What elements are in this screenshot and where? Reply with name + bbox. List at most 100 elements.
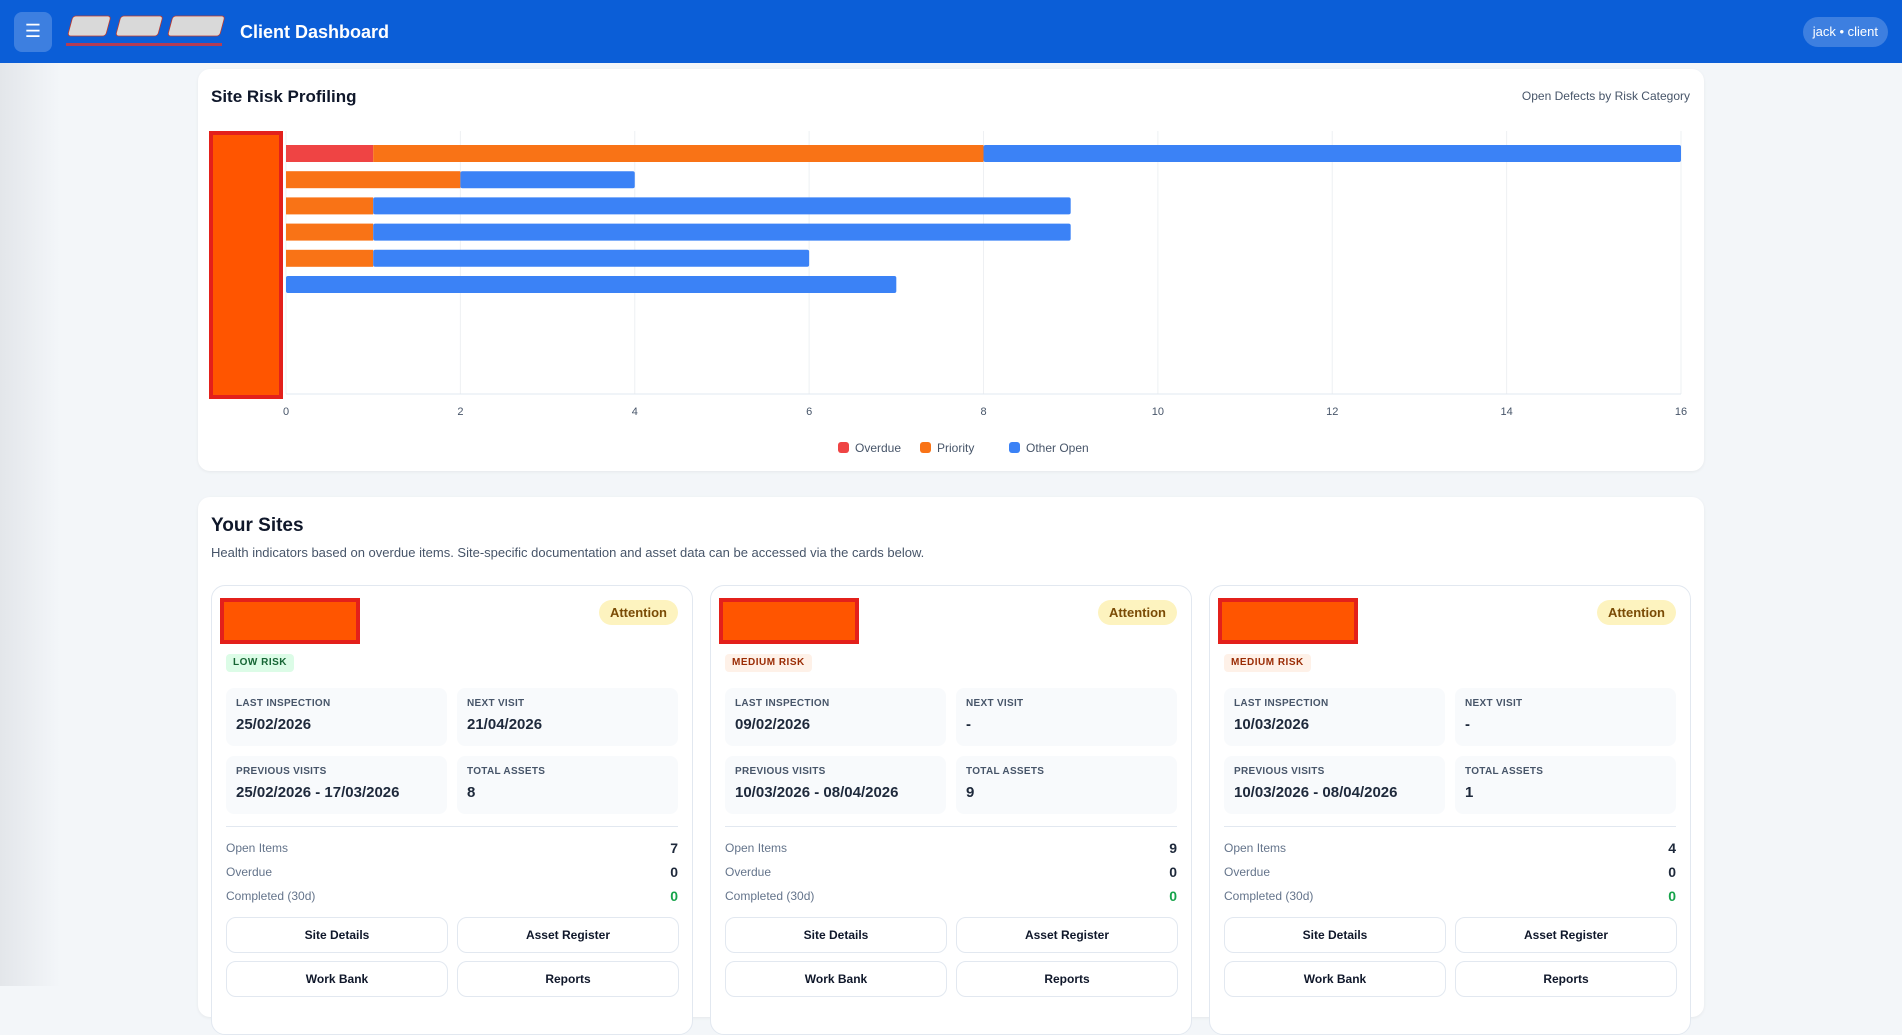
label: Open Items xyxy=(1224,841,1287,855)
x-tick-label: 16 xyxy=(1675,406,1687,418)
top-bar: ☰ Client Dashboard jack • client xyxy=(0,0,1902,63)
open-items: Open Items 4 xyxy=(1224,839,1676,857)
last-inspection: LAST INSPECTION 25/02/2026 xyxy=(226,688,447,746)
site-details-button[interactable]: Site Details xyxy=(226,917,448,953)
risk-badge: LOW RISK xyxy=(226,654,294,672)
divider xyxy=(226,826,678,827)
last-inspection: LAST INSPECTION 10/03/2026 xyxy=(1224,688,1445,746)
site-details-button[interactable]: Site Details xyxy=(1224,917,1446,953)
total-assets: TOTAL ASSETS 9 xyxy=(956,756,1177,814)
next-visit: NEXT VISIT - xyxy=(956,688,1177,746)
divider xyxy=(725,826,1177,827)
label: TOTAL ASSETS xyxy=(1465,766,1544,777)
value: 8 xyxy=(467,784,476,801)
label: Open Items xyxy=(226,841,289,855)
label: Completed (30d) xyxy=(725,889,815,903)
status-badge: Attention xyxy=(1596,600,1676,625)
work-bank-button[interactable]: Work Bank xyxy=(226,961,448,997)
value: 9 xyxy=(1169,840,1177,856)
bar-priority xyxy=(286,197,374,215)
site-card: Attention MEDIUM RISK LAST INSPECTION 09/… xyxy=(710,585,1192,1035)
chart-subtitle: Open Defects by Risk Category xyxy=(1521,89,1690,103)
site-details-button[interactable]: Site Details xyxy=(725,917,947,953)
overdue: Overdue 0 xyxy=(725,863,1177,881)
value: 0 xyxy=(1668,888,1676,904)
sidebar-shadow xyxy=(0,63,60,986)
menu-button[interactable]: ☰ xyxy=(14,11,52,52)
risk-badge: MEDIUM RISK xyxy=(1224,654,1311,672)
label: NEXT VISIT xyxy=(966,698,1024,709)
legend-label: Other Open xyxy=(1026,441,1089,455)
label: NEXT VISIT xyxy=(1465,698,1523,709)
open-items: Open Items 7 xyxy=(226,839,678,857)
label: Overdue xyxy=(226,865,273,879)
last-inspection: LAST INSPECTION 09/02/2026 xyxy=(725,688,946,746)
label: LAST INSPECTION xyxy=(1234,698,1329,709)
x-tick-label: 2 xyxy=(457,406,463,418)
risk-badge: MEDIUM RISK xyxy=(725,654,812,672)
x-tick-label: 6 xyxy=(806,406,812,418)
value: 7 xyxy=(670,840,678,856)
bar-other-open xyxy=(286,276,897,293)
user-badge[interactable]: jack • client xyxy=(1802,17,1888,47)
bar-priority xyxy=(286,223,374,241)
value: 0 xyxy=(670,888,678,904)
asset-register-button[interactable]: Asset Register xyxy=(457,917,679,953)
next-visit: NEXT VISIT 21/04/2026 xyxy=(457,688,678,746)
logo xyxy=(66,15,225,46)
value: 10/03/2026 - 08/04/2026 xyxy=(1234,784,1398,801)
status-badge: Attention xyxy=(1097,600,1177,625)
chart-title: Site Risk Profiling xyxy=(211,87,357,106)
work-bank-button[interactable]: Work Bank xyxy=(725,961,947,997)
previous-visits: PREVIOUS VISITS 25/02/2026 - 17/03/2026 xyxy=(226,756,447,814)
risk-chart: 0 2 4 6 8 10 12 14 16 Overdue Priority Other Open xyxy=(209,131,1687,455)
bar-other-open xyxy=(373,223,1071,241)
legend-swatch xyxy=(1009,442,1020,453)
legend-label: Priority xyxy=(937,441,974,455)
divider xyxy=(1224,826,1676,827)
label: Completed (30d) xyxy=(226,889,316,903)
reports-button[interactable]: Reports xyxy=(1455,961,1677,997)
label: TOTAL ASSETS xyxy=(966,766,1045,777)
completed-30d: Completed (30d) 0 xyxy=(226,887,678,905)
reports-button[interactable]: Reports xyxy=(457,961,679,997)
value: 25/02/2026 xyxy=(236,716,312,733)
reports-button[interactable]: Reports xyxy=(956,961,1178,997)
value: 10/03/2026 - 08/04/2026 xyxy=(735,784,899,801)
asset-register-button[interactable]: Asset Register xyxy=(956,917,1178,953)
completed-30d: Completed (30d) 0 xyxy=(725,887,1177,905)
value: 0 xyxy=(670,864,678,880)
work-bank-button[interactable]: Work Bank xyxy=(1224,961,1446,997)
bar-other-open xyxy=(983,145,1681,162)
bar-other-open xyxy=(460,171,635,189)
sites-description: Health indicators based on overdue items… xyxy=(211,545,925,560)
bar-priority xyxy=(373,145,984,162)
legend-swatch xyxy=(920,442,931,453)
total-assets: TOTAL ASSETS 8 xyxy=(457,756,678,814)
completed-30d: Completed (30d) 0 xyxy=(1224,887,1676,905)
site-name-redacted xyxy=(1218,598,1358,644)
value: 9 xyxy=(966,784,975,801)
total-assets: TOTAL ASSETS 1 xyxy=(1455,756,1676,814)
value: 1 xyxy=(1465,784,1474,801)
label: Completed (30d) xyxy=(1224,889,1314,903)
value: 21/04/2026 xyxy=(467,716,543,733)
bar-other-open xyxy=(373,197,1071,215)
bar-other-open xyxy=(373,249,810,267)
bar-overdue xyxy=(286,145,374,162)
page-title: Client Dashboard xyxy=(240,21,390,42)
label: TOTAL ASSETS xyxy=(467,766,546,777)
label: Overdue xyxy=(725,865,772,879)
asset-register-button[interactable]: Asset Register xyxy=(1455,917,1677,953)
label: PREVIOUS VISITS xyxy=(1234,766,1325,777)
open-items: Open Items 9 xyxy=(725,839,1177,857)
value: 4 xyxy=(1668,840,1676,856)
value: 0 xyxy=(1169,888,1177,904)
x-tick-label: 12 xyxy=(1326,406,1338,418)
value: - xyxy=(966,716,971,733)
bar-priority xyxy=(286,171,461,189)
risk-chart-card: Site Risk Profiling Open Defects by Risk… xyxy=(198,69,1704,471)
label: Overdue xyxy=(1224,865,1271,879)
site-card: Attention MEDIUM RISK LAST INSPECTION 10/… xyxy=(1209,585,1691,1035)
label: PREVIOUS VISITS xyxy=(735,766,826,777)
